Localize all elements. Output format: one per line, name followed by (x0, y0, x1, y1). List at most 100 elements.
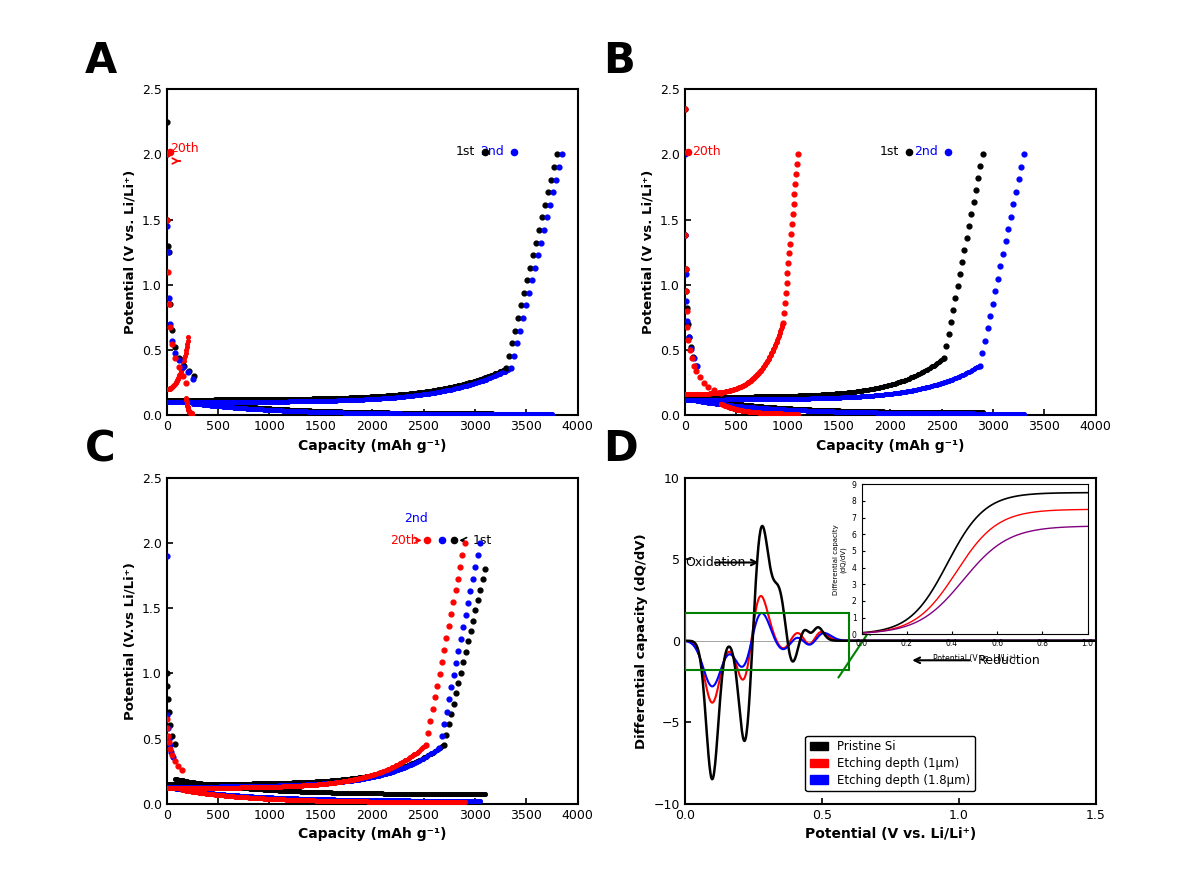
Point (762, 406, 781, 421)
Point (430, 406, 449, 421)
Point (999, 221, 1018, 236)
Point (389, 787, 409, 801)
Point (927, 356, 946, 371)
Point (887, 405, 906, 419)
Point (316, 785, 335, 799)
Point (250, 779, 269, 793)
Point (308, 792, 328, 806)
Point (829, 386, 848, 400)
Point (744, 405, 763, 419)
Point (448, 795, 467, 809)
Point (166, 777, 185, 791)
Point (687, 392, 706, 406)
Point (998, 406, 1017, 421)
Point (330, 775, 349, 789)
Point (366, 406, 385, 421)
Point (237, 395, 256, 409)
Point (536, 406, 555, 421)
Point (304, 774, 323, 789)
Point (299, 793, 318, 807)
Point (890, 386, 909, 400)
Text: A: A (85, 40, 117, 82)
Point (298, 785, 317, 799)
Point (211, 397, 230, 412)
Point (269, 402, 288, 416)
Point (264, 392, 283, 406)
Point (676, 262, 696, 276)
Point (713, 397, 732, 412)
Point (890, 405, 909, 419)
Point (381, 405, 400, 420)
Point (682, 388, 701, 402)
Point (737, 377, 756, 391)
Point (179, 401, 198, 415)
Point (841, 385, 860, 399)
Point (385, 390, 404, 405)
Point (676, 388, 696, 402)
Point (387, 787, 406, 801)
Point (736, 404, 755, 418)
Point (493, 365, 512, 380)
Point (445, 406, 464, 421)
Point (956, 406, 975, 421)
Point (241, 789, 260, 804)
Point (872, 380, 891, 394)
Point (536, 197, 555, 212)
Point (480, 369, 499, 383)
Point (837, 405, 856, 419)
Point (811, 391, 830, 405)
Point (983, 406, 1002, 421)
Point (388, 763, 407, 777)
Point (727, 389, 746, 404)
Point (453, 547, 472, 562)
Point (177, 395, 197, 409)
Point (369, 767, 388, 781)
Point (233, 779, 252, 793)
Point (732, 404, 752, 418)
Point (721, 389, 740, 404)
Point (834, 405, 853, 419)
Point (524, 407, 543, 421)
Point (398, 389, 417, 404)
Point (183, 406, 202, 421)
Point (349, 772, 368, 786)
Point (419, 795, 438, 809)
Point (158, 238, 177, 253)
Point (181, 780, 200, 794)
Point (216, 397, 235, 412)
Point (382, 406, 401, 421)
Point (218, 395, 237, 409)
Point (183, 395, 202, 409)
Point (274, 404, 293, 418)
Point (193, 395, 212, 409)
Point (740, 405, 759, 419)
Point (449, 795, 468, 809)
Point (337, 772, 356, 786)
Point (827, 387, 846, 401)
Point (699, 390, 718, 405)
Point (220, 788, 239, 802)
Point (181, 780, 200, 795)
Point (195, 786, 214, 800)
Point (767, 335, 786, 349)
Point (791, 402, 810, 416)
Point (703, 389, 722, 404)
Point (694, 391, 713, 405)
Point (852, 389, 871, 404)
Point (388, 388, 407, 402)
Point (223, 788, 242, 802)
Point (392, 406, 411, 421)
Point (728, 392, 747, 406)
Point (419, 787, 438, 801)
Point (442, 382, 461, 396)
Point (744, 392, 763, 406)
Point (255, 403, 274, 417)
Point (701, 396, 721, 410)
Point (858, 405, 877, 420)
Point (241, 780, 260, 795)
Point (691, 390, 710, 405)
Point (846, 384, 865, 398)
Point (439, 717, 459, 731)
Point (754, 405, 773, 420)
Point (750, 392, 769, 406)
